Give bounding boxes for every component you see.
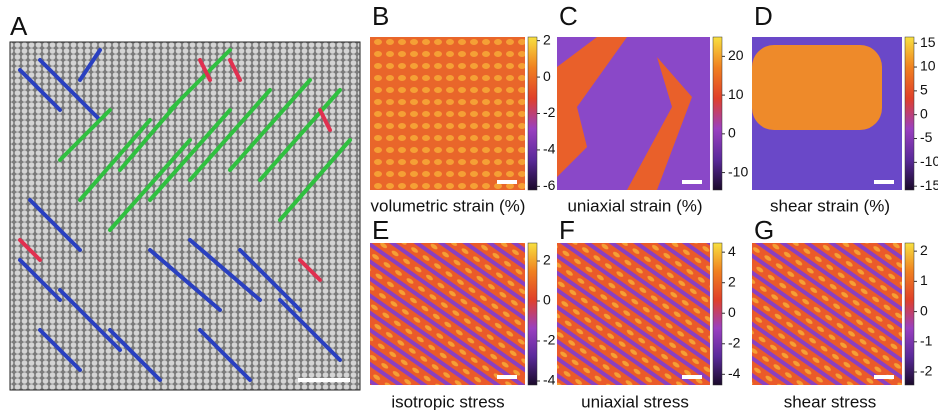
colorbar-tick-label: 0 [728, 125, 736, 141]
colorbar-tick-label: -15 [920, 177, 938, 193]
colorbar-tick-label: -10 [920, 153, 938, 169]
field-map [370, 37, 525, 190]
field-map [752, 243, 902, 385]
colorbar [527, 36, 538, 191]
colorbar-tick-label: 15 [920, 34, 936, 50]
colorbar-tick-label: 10 [920, 58, 936, 74]
colorbar [527, 242, 538, 386]
panel-label: G [754, 215, 774, 245]
panel-label: D [754, 1, 773, 31]
colorbar-tick-label: 4 [728, 243, 736, 259]
panel-label: E [372, 215, 389, 245]
colorbar-tick-label: -1 [920, 332, 933, 348]
field-map [370, 243, 525, 385]
field-region [752, 45, 882, 130]
colorbar [904, 242, 915, 386]
panel-label: C [559, 1, 578, 31]
colorbar-tick-label: -2 [920, 363, 933, 379]
colorbar-tick-label: 2 [920, 242, 928, 258]
field-region [557, 37, 692, 190]
colorbar-tick-label: 1 [920, 272, 928, 288]
colorbar-tick-label: 2 [543, 252, 551, 268]
colorbar-tick-label: 20 [728, 47, 744, 63]
colorbar [712, 36, 723, 191]
colorbar-tick-label: -4 [728, 365, 741, 381]
colorbar-tick-label: 5 [920, 82, 928, 98]
field-map [557, 243, 710, 385]
colorbar-tick-label: 0 [728, 304, 736, 320]
colorbar-tick-label: 0 [920, 302, 928, 318]
colorbar-tick-label: 0 [920, 105, 928, 121]
panel-caption: volumetric strain (%) [371, 196, 526, 215]
colorbar [712, 242, 723, 386]
colorbar-tick-label: 2 [728, 273, 736, 289]
colorbar-tick-label: 0 [543, 292, 551, 308]
particle-image [9, 41, 361, 391]
panel-label: F [559, 215, 575, 245]
colorbar-tick-label: -2 [543, 332, 556, 348]
colorbar-tick-label: -10 [728, 163, 748, 179]
panel-caption: shear stress [784, 392, 877, 410]
colorbar-tick-label: 2 [543, 31, 551, 47]
colorbar-tick-label: 0 [543, 68, 551, 84]
panel-a [9, 41, 361, 391]
panel-caption: shear strain (%) [770, 196, 890, 215]
colorbar-tick-label: -4 [543, 372, 556, 388]
colorbar-tick-label: -4 [543, 141, 556, 157]
colorbar-tick-label: -6 [543, 177, 556, 193]
colorbar [904, 36, 915, 191]
colorbar-tick-label: -5 [920, 129, 933, 145]
colorbar-tick-label: -2 [728, 334, 741, 350]
panel-caption: uniaxial stress [581, 392, 689, 410]
panel-label: B [372, 1, 389, 31]
panel-caption: uniaxial strain (%) [567, 196, 702, 215]
colorbar-tick-label: 10 [728, 86, 744, 102]
colorbar-tick-label: -2 [543, 104, 556, 120]
dislocation-streaks [18, 48, 352, 382]
panel-label: A [10, 11, 28, 41]
panel-caption: isotropic stress [391, 392, 504, 410]
